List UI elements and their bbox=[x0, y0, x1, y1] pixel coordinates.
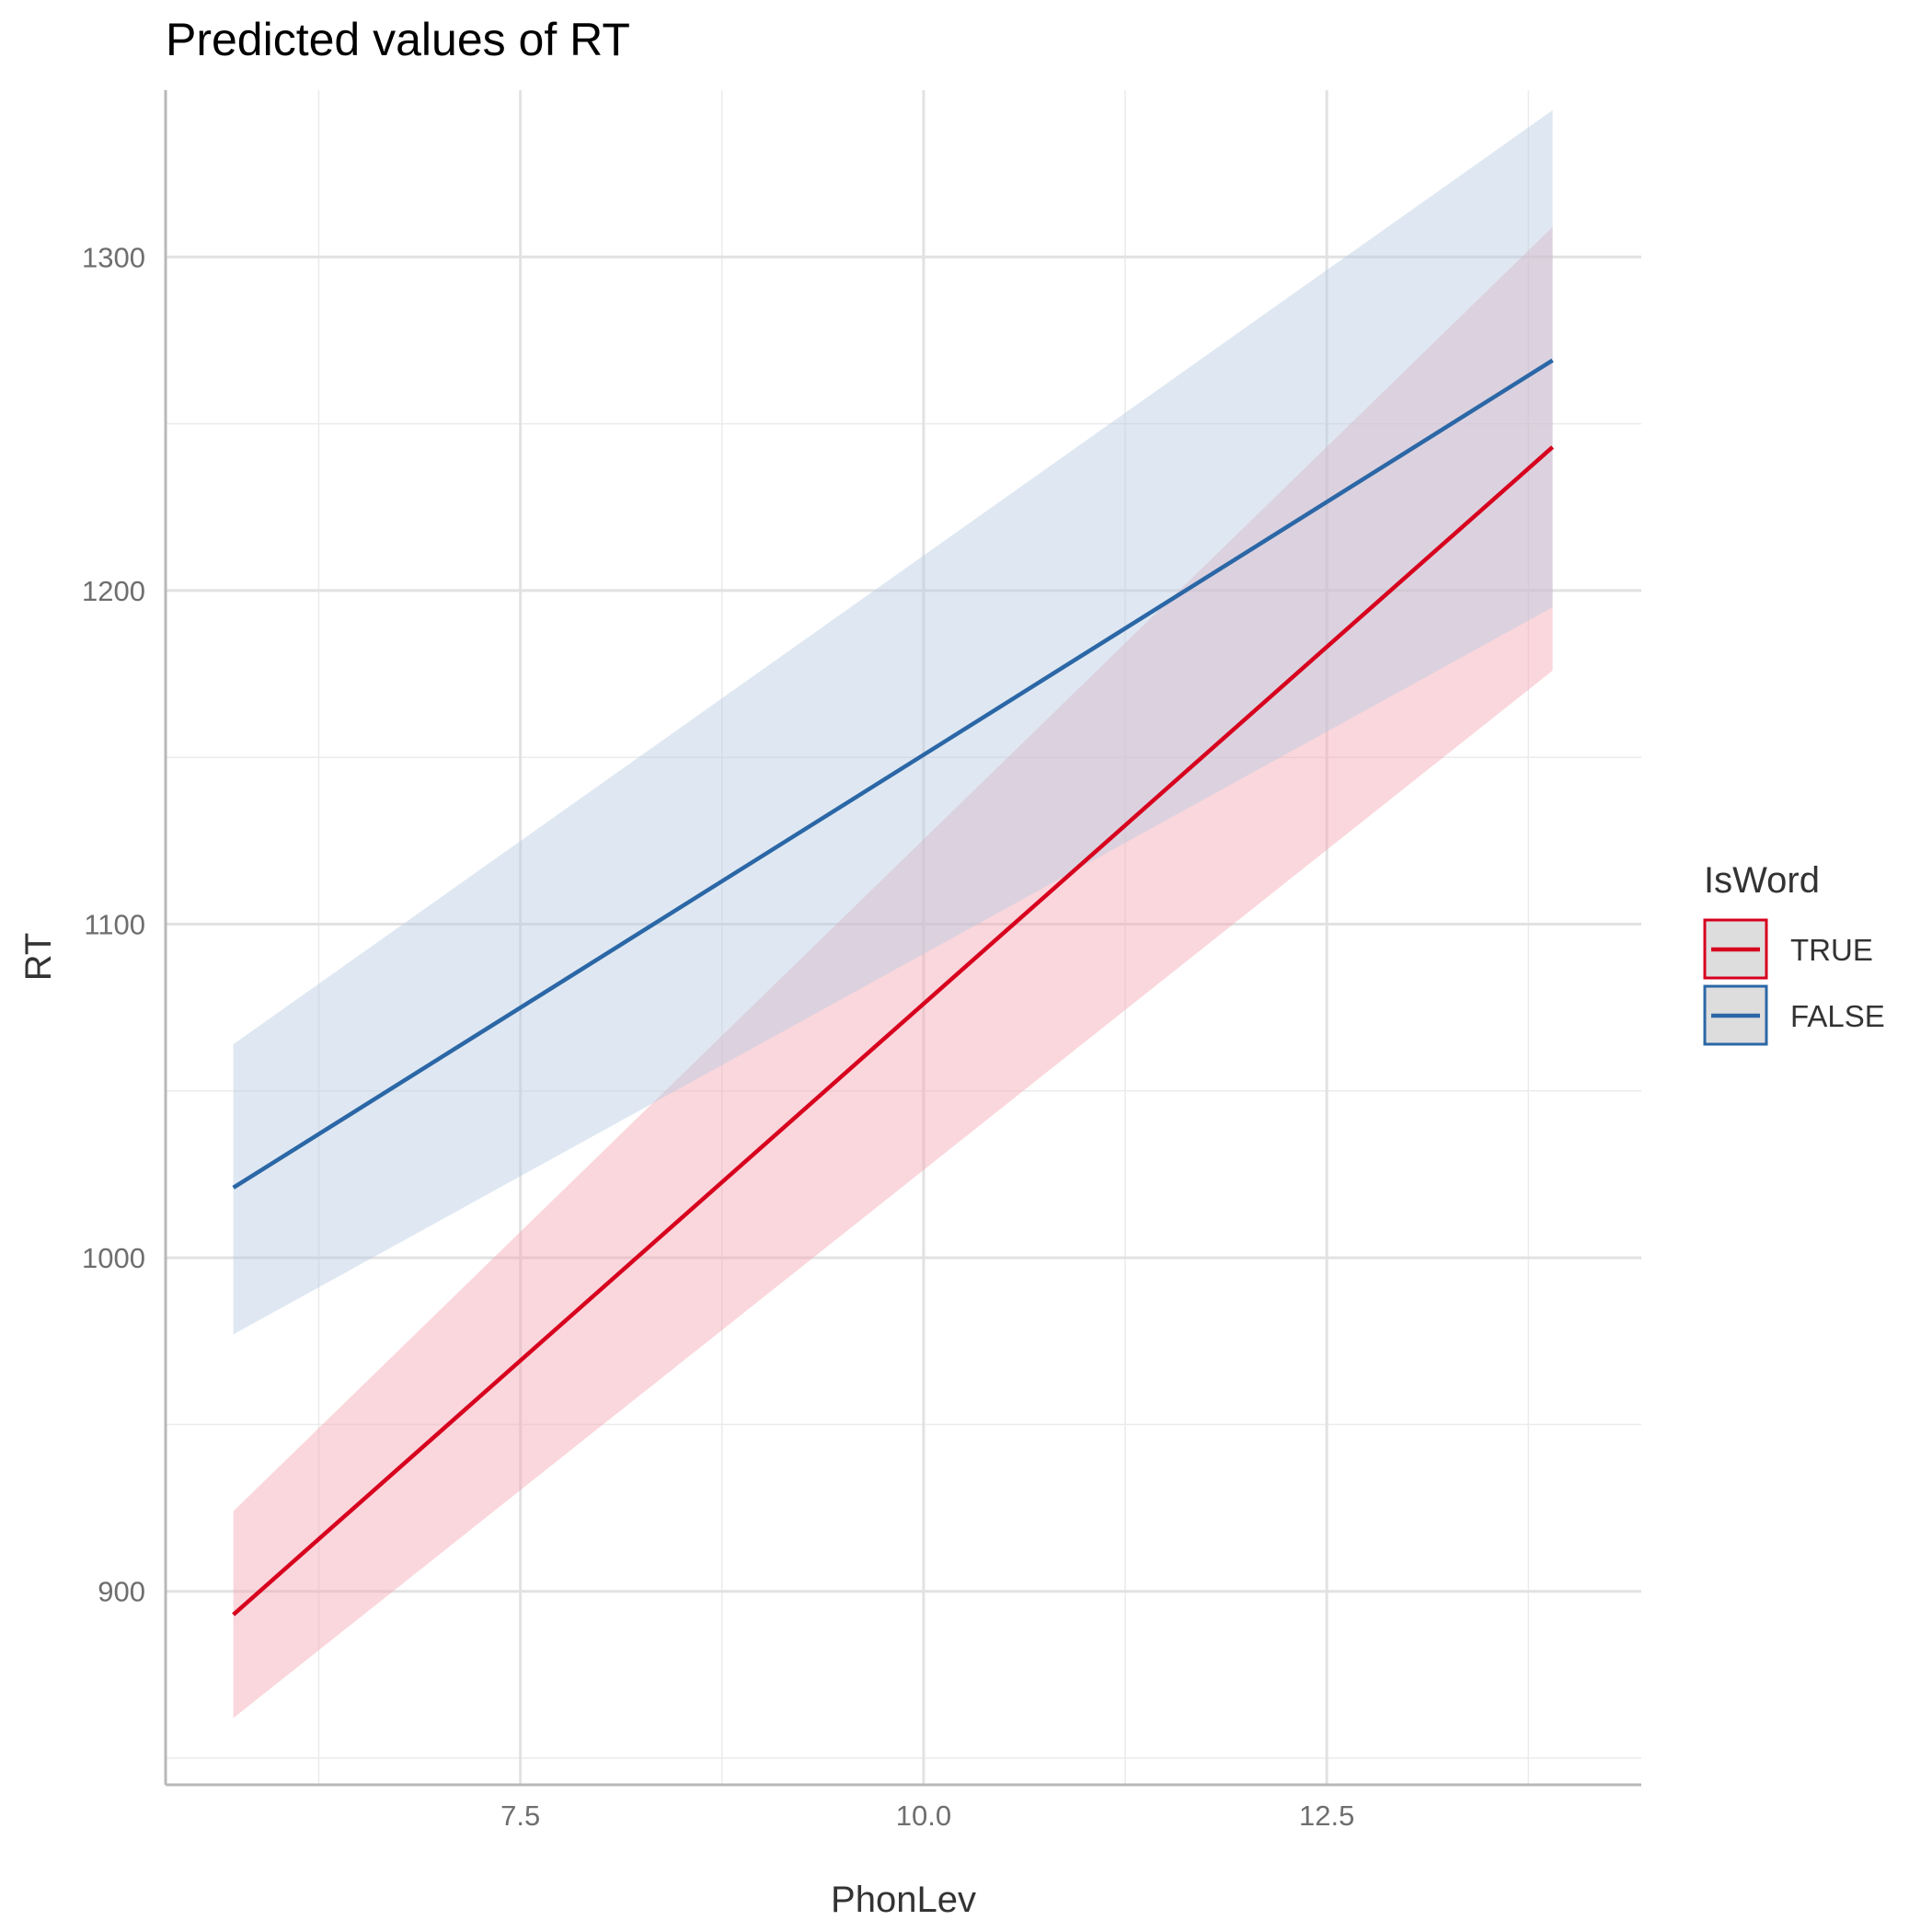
y-tick-label: 1000 bbox=[82, 1242, 145, 1274]
minor-gridlines bbox=[166, 90, 1641, 1785]
y-tick-label: 1200 bbox=[82, 575, 145, 607]
x-tick-label: 10.0 bbox=[896, 1800, 951, 1832]
y-tick-label: 1300 bbox=[82, 241, 145, 273]
legend-key-true bbox=[1703, 918, 1768, 980]
y-tick-label: 1100 bbox=[84, 908, 145, 940]
ribbon-false bbox=[233, 109, 1553, 1335]
legend: IsWord TRUE FALSE bbox=[1703, 860, 1885, 1046]
major-gridlines bbox=[166, 90, 1641, 1785]
line-false bbox=[232, 358, 1554, 1190]
x-tick-label: 7.5 bbox=[500, 1800, 540, 1832]
y-tick-labels: 900 1000 1100 1200 1300 bbox=[82, 241, 145, 1607]
confidence-ribbons bbox=[233, 109, 1553, 1719]
y-tick-label: 900 bbox=[98, 1576, 145, 1608]
legend-title: IsWord bbox=[1704, 860, 1820, 901]
legend-label: TRUE bbox=[1790, 933, 1873, 967]
x-tick-labels: 7.5 10.0 12.5 bbox=[500, 1800, 1354, 1832]
legend-key-false bbox=[1703, 984, 1768, 1046]
y-axis-title: RT bbox=[18, 933, 59, 982]
chart-title: Predicted values of RT bbox=[166, 14, 630, 65]
line-true bbox=[232, 445, 1555, 1616]
x-tick-label: 12.5 bbox=[1299, 1800, 1354, 1832]
legend-label: FALSE bbox=[1790, 999, 1885, 1033]
ribbon-true bbox=[233, 226, 1553, 1719]
series-lines bbox=[232, 358, 1555, 1616]
x-axis-title: PhonLev bbox=[831, 1880, 976, 1920]
